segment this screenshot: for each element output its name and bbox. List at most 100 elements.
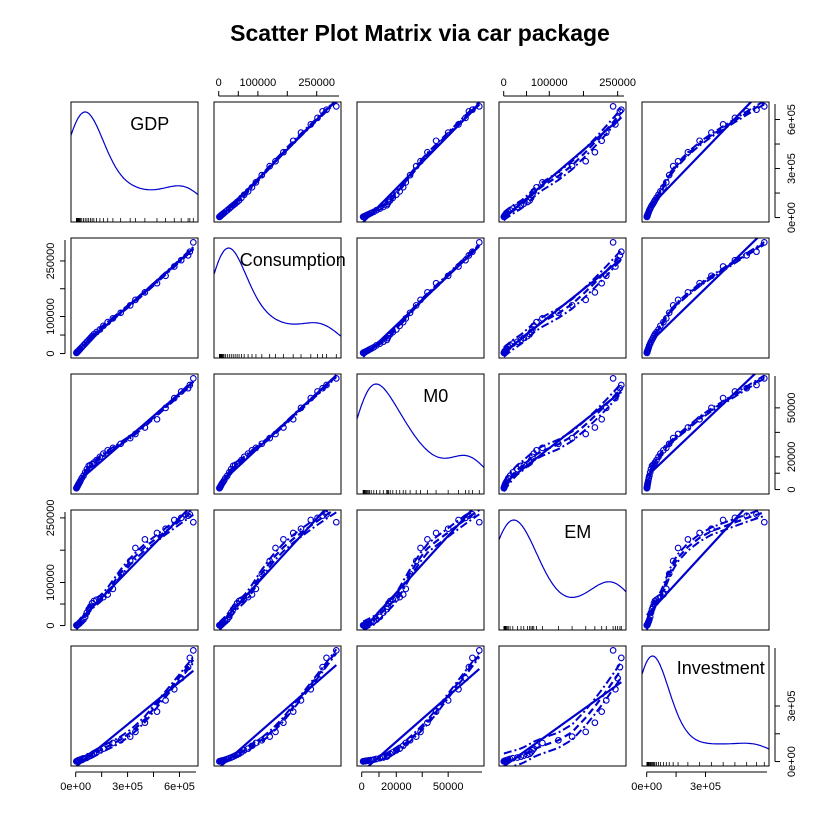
point-EM-vs-Consumption-11 xyxy=(222,617,229,625)
y-tick-label-Investment-0: 0e+00 xyxy=(786,746,798,777)
point-Consumption-vs-M0-32 xyxy=(465,252,473,259)
point-M0-vs-Consumption-13 xyxy=(225,469,233,476)
point-GDP-vs-Consumption-30 xyxy=(307,121,315,128)
point-Consumption-vs-GDP-17 xyxy=(88,332,96,340)
panel-frame-2-3 xyxy=(498,373,627,495)
point-EM-vs-GDP-30 xyxy=(170,516,178,524)
point-Consumption-vs-GDP-34 xyxy=(189,239,197,246)
point-EM-vs-M0-28 xyxy=(432,529,440,537)
point-M0-vs-GDP-22 xyxy=(104,446,112,454)
y-tick-label-Consumption-2: 250000 xyxy=(45,243,57,280)
spread-lower-EM-vs-M0 xyxy=(362,513,480,630)
point-GDP-vs-Consumption-16 xyxy=(231,200,239,208)
y-tick-label-Consumption-1: 100000 xyxy=(45,298,57,335)
point-Consumption-vs-EM-29 xyxy=(602,272,610,280)
point-EM-vs-GDP-25 xyxy=(126,557,134,565)
point-EM-vs-GDP-14 xyxy=(83,609,91,616)
point-EM-vs-M0-14 xyxy=(379,609,387,616)
point-Consumption-vs-EM-27 xyxy=(591,289,599,296)
x-tick-label-EM-1: 100000 xyxy=(531,77,568,89)
x-tick-label-Consumption-0: 0 xyxy=(216,77,222,89)
point-GDP-vs-Consumption-22 xyxy=(248,183,256,191)
point-EM-vs-Consumption-33 xyxy=(323,511,330,518)
point-Consumption-vs-EM-20 xyxy=(529,326,536,333)
density-curve-M0 xyxy=(357,383,484,468)
point-Consumption-vs-Investment-25 xyxy=(669,302,677,309)
point-Investment-vs-M0-26 xyxy=(417,728,424,736)
regression-line-M0-vs-Investment xyxy=(646,374,757,478)
point-Investment-vs-EM-24 xyxy=(555,736,562,744)
point-Investment-vs-Consumption-24 xyxy=(258,736,266,744)
point-M0-vs-Investment-13 xyxy=(646,469,654,476)
point-EM-vs-Consumption-32 xyxy=(319,512,326,520)
point-M0-vs-EM-34 xyxy=(609,375,617,382)
point-GDP-vs-M0-26 xyxy=(417,157,424,165)
point-M0-vs-GDP-13 xyxy=(81,469,89,476)
point-GDP-vs-EM-34 xyxy=(609,103,617,110)
point-GDP-vs-Consumption-23 xyxy=(252,179,260,186)
point-EM-vs-M0-19 xyxy=(389,596,397,604)
point-GDP-vs-M0-28 xyxy=(432,137,440,145)
point-M0-vs-Investment-24 xyxy=(665,440,673,448)
point-M0-vs-EM-13 xyxy=(509,469,517,476)
point-M0-vs-GDP-33 xyxy=(186,381,194,389)
point-EM-vs-M0-16 xyxy=(384,603,391,610)
point-Investment-vs-EM-16 xyxy=(520,752,528,759)
point-Investment-vs-GDP-29 xyxy=(162,697,169,704)
point-EM-vs-Investment-32 xyxy=(743,512,751,520)
point-M0-vs-GDP-27 xyxy=(141,424,149,431)
point-GDP-vs-M0-25 xyxy=(412,162,420,170)
point-GDP-vs-Consumption-12 xyxy=(223,206,231,214)
point-GDP-vs-Investment-32 xyxy=(743,107,751,115)
point-Investment-vs-M0-31 xyxy=(462,674,469,682)
panel-frame-2-0 xyxy=(70,373,199,495)
point-EM-vs-Investment-16 xyxy=(649,603,657,610)
spread-upper-Consumption-vs-EM xyxy=(503,249,623,349)
point-Investment-vs-M0-25 xyxy=(412,733,420,740)
point-GDP-vs-EM-23 xyxy=(539,179,546,186)
point-M0-vs-EM-22 xyxy=(533,446,540,454)
y-tick-label-GDP-0: 0e+00 xyxy=(786,202,798,233)
point-EM-vs-GDP-26 xyxy=(132,544,139,552)
point-Investment-vs-EM-20 xyxy=(529,747,536,754)
point-M0-vs-GDP-30 xyxy=(170,394,178,402)
point-GDP-vs-EM-25 xyxy=(568,162,576,170)
point-Consumption-vs-GDP-16 xyxy=(87,334,94,342)
point-Consumption-vs-Investment-31 xyxy=(731,256,739,264)
point-M0-vs-Investment-34 xyxy=(760,375,768,382)
point-Investment-vs-M0-34 xyxy=(475,647,483,654)
lowess-line-M0-vs-Investment xyxy=(645,376,765,489)
point-M0-vs-GDP-20 xyxy=(96,453,104,461)
point-Investment-vs-GDP-31 xyxy=(177,674,185,682)
point-GDP-vs-EM-22 xyxy=(533,183,540,191)
point-Investment-vs-GDP-28 xyxy=(153,708,161,715)
density-curve-EM xyxy=(499,519,626,598)
spread-upper-Investment-vs-M0 xyxy=(362,652,481,761)
point-GDP-vs-M0-30 xyxy=(455,121,462,128)
point-GDP-vs-M0-32 xyxy=(465,107,473,115)
point-Consumption-vs-GDP-21 xyxy=(100,322,107,330)
point-M0-vs-Investment-32 xyxy=(743,384,751,392)
point-Investment-vs-Consumption-30 xyxy=(307,685,315,693)
point-EM-vs-Investment-34 xyxy=(760,518,768,526)
point-EM-vs-M0-13 xyxy=(376,613,384,621)
x-tick-label-EM-2: 250000 xyxy=(599,77,636,89)
point-Investment-vs-EM-30 xyxy=(612,685,619,693)
point-Investment-vs-M0-13 xyxy=(376,754,384,762)
point-Consumption-vs-M0-29 xyxy=(444,272,452,280)
spread-upper-Consumption-vs-M0 xyxy=(362,243,480,353)
point-EM-vs-GDP-13 xyxy=(81,613,89,621)
point-M0-vs-EM-25 xyxy=(568,434,576,442)
panel-frame-3-1 xyxy=(213,509,342,631)
panel-frame-4-4 xyxy=(641,645,770,767)
point-M0-vs-Consumption-31 xyxy=(314,388,321,395)
point-M0-vs-EM-29 xyxy=(602,404,610,412)
point-EM-vs-Investment-30 xyxy=(719,516,727,524)
point-GDP-vs-Consumption-13 xyxy=(225,205,233,212)
point-GDP-vs-EM-27 xyxy=(591,148,599,156)
point-EM-vs-Consumption-26 xyxy=(272,544,279,552)
point-GDP-vs-EM-26 xyxy=(582,157,590,165)
point-GDP-vs-Investment-24 xyxy=(665,171,673,179)
point-M0-vs-Consumption-17 xyxy=(233,460,241,468)
